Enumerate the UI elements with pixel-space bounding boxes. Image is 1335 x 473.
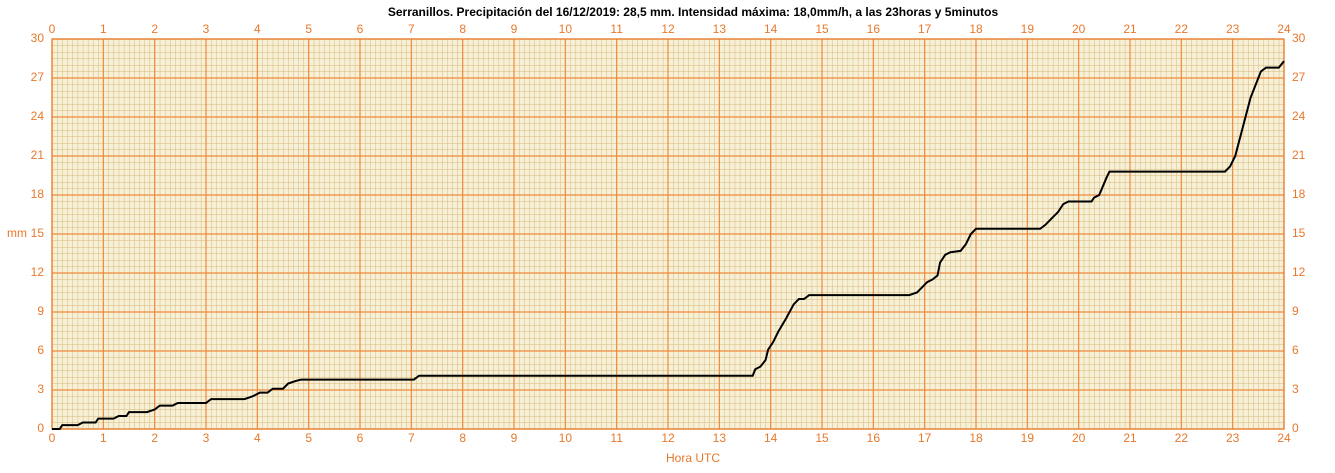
- x-tick-label: 17: [918, 22, 932, 36]
- x-tick-label: 13: [713, 22, 727, 36]
- y-tick-label: 24: [1292, 109, 1306, 123]
- x-tick-label: 19: [1021, 431, 1035, 445]
- x-tick-label: 6: [357, 22, 364, 36]
- x-tick-label: 24: [1277, 431, 1291, 445]
- x-tick-label: 5: [305, 22, 312, 36]
- y-tick-label: 3: [37, 382, 44, 396]
- x-tick-label: 10: [559, 431, 573, 445]
- x-tick-label: 10: [559, 22, 573, 36]
- x-tick-label: 21: [1123, 22, 1137, 36]
- x-tick-label: 12: [661, 22, 675, 36]
- y-tick-label: 6: [37, 343, 44, 357]
- y-tick-label: 30: [1292, 31, 1306, 45]
- x-tick-label: 24: [1277, 22, 1291, 36]
- x-tick-label: 23: [1226, 431, 1240, 445]
- x-tick-label: 15: [815, 22, 829, 36]
- x-tick-label: 19: [1021, 22, 1035, 36]
- x-tick-label: 8: [459, 431, 466, 445]
- x-tick-label: 1: [100, 431, 107, 445]
- x-tick-label: 9: [511, 431, 518, 445]
- x-tick-label: 6: [357, 431, 364, 445]
- x-tick-label: 11: [610, 22, 623, 36]
- y-tick-label: 9: [37, 304, 44, 318]
- y-tick-label: 12: [1292, 265, 1306, 279]
- x-tick-label: 18: [969, 22, 983, 36]
- y-tick-label: 0: [37, 421, 44, 435]
- x-tick-label: 20: [1072, 431, 1086, 445]
- x-tick-label: 12: [661, 431, 675, 445]
- x-tick-label: 8: [459, 22, 466, 36]
- x-tick-label: 9: [511, 22, 518, 36]
- y-tick-label: 27: [31, 70, 45, 84]
- x-tick-label: 2: [151, 431, 158, 445]
- y-tick-label: 24: [31, 109, 45, 123]
- x-tick-label: 18: [969, 431, 983, 445]
- x-tick-label: 21: [1123, 431, 1137, 445]
- y-tick-label: 18: [31, 187, 45, 201]
- x-tick-label: 13: [713, 431, 727, 445]
- y-tick-label: 21: [1292, 148, 1306, 162]
- x-tick-label: 14: [764, 431, 778, 445]
- y-tick-label: 27: [1292, 70, 1306, 84]
- x-tick-label: 23: [1226, 22, 1240, 36]
- y-tick-label: 21: [31, 148, 45, 162]
- y-tick-label: 6: [1292, 343, 1299, 357]
- x-tick-label: 2: [151, 22, 158, 36]
- x-tick-label: 22: [1175, 431, 1189, 445]
- x-tick-label: 0: [49, 431, 56, 445]
- x-tick-label: 4: [254, 431, 261, 445]
- y-tick-label: 30: [31, 31, 45, 45]
- x-tick-label: 11: [610, 431, 623, 445]
- x-tick-label: 15: [815, 431, 829, 445]
- x-tick-label: 7: [408, 431, 415, 445]
- x-tick-label: 16: [867, 22, 881, 36]
- y-tick-label: 15: [1292, 226, 1306, 240]
- x-tick-label: 7: [408, 22, 415, 36]
- x-axis-label: Hora UTC: [666, 451, 720, 465]
- x-tick-label: 20: [1072, 22, 1086, 36]
- data-line: [52, 60, 1285, 430]
- x-tick-label: 0: [49, 22, 56, 36]
- chart-title: Serranillos. Precipitación del 16/12/201…: [388, 5, 999, 19]
- x-tick-label: 17: [918, 431, 932, 445]
- y-tick-label: 12: [31, 265, 45, 279]
- y-tick-label: 3: [1292, 382, 1299, 396]
- y-tick-label: 18: [1292, 187, 1306, 201]
- x-tick-label: 22: [1175, 22, 1189, 36]
- x-tick-label: 3: [203, 431, 210, 445]
- plot-frame: [51, 38, 1285, 430]
- x-tick-label: 14: [764, 22, 778, 36]
- x-tick-label: 16: [867, 431, 881, 445]
- y-axis-label: mm: [7, 226, 27, 240]
- x-tick-label: 3: [203, 22, 210, 36]
- y-tick-label: 0: [1292, 421, 1299, 435]
- x-tick-label: 1: [100, 22, 107, 36]
- x-tick-label: 5: [305, 431, 312, 445]
- x-tick-label: 4: [254, 22, 261, 36]
- y-tick-label: 15: [31, 226, 45, 240]
- y-tick-label: 9: [1292, 304, 1299, 318]
